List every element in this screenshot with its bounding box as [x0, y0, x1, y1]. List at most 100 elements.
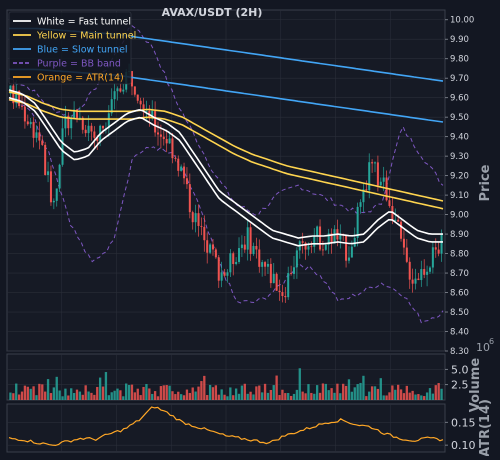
price-tick-label: 9.10	[450, 191, 469, 201]
candle-body	[130, 71, 133, 87]
volume-bar	[119, 390, 122, 400]
volume-bar	[330, 388, 333, 400]
volume-bar	[98, 377, 102, 400]
legend-label: Blue = Slow tunnel	[37, 45, 128, 56]
volume-bar	[229, 387, 232, 400]
candle-body	[159, 134, 162, 137]
volume-bar	[423, 396, 426, 400]
candle-body	[90, 125, 93, 132]
candle-body	[136, 94, 139, 101]
main-tunnel-line-1	[8, 91, 444, 202]
volume-bar	[55, 376, 58, 400]
candle-body	[402, 238, 405, 248]
candle-body	[177, 158, 180, 171]
candle-body	[261, 262, 264, 267]
volume-bar	[90, 392, 93, 400]
candle-body	[107, 113, 110, 129]
volume-bar	[174, 394, 177, 400]
volume-bar	[58, 390, 61, 400]
volume-bar	[388, 392, 391, 400]
volume-bar	[425, 392, 429, 400]
price-tick-label: 10.00	[450, 16, 474, 26]
candle-body	[84, 129, 87, 134]
candle-body	[345, 235, 348, 261]
price-tick-label: 8.90	[450, 230, 469, 240]
candle-body	[272, 273, 275, 284]
candle-body	[191, 212, 194, 223]
volume-bar	[414, 394, 417, 400]
candle-body	[44, 144, 47, 175]
candle-body	[400, 221, 403, 239]
candle-body	[52, 200, 55, 203]
price-tick-label: 9.00	[450, 211, 469, 221]
candle-body	[353, 237, 356, 247]
candle-body	[70, 118, 73, 129]
volume-bar	[125, 383, 128, 400]
volume-bar	[292, 393, 296, 400]
candle-body	[316, 226, 319, 236]
volume-bar	[23, 385, 27, 400]
candle-body	[423, 269, 426, 275]
volume-bar	[203, 375, 206, 400]
volume-bar	[255, 386, 258, 400]
candle-body	[217, 257, 220, 281]
atr-axis-label: ATR(14)	[478, 399, 493, 456]
candle-body	[232, 253, 235, 265]
candle-body	[194, 213, 197, 223]
candle-body	[440, 233, 443, 254]
volume-bar	[269, 389, 273, 400]
candle-body	[154, 110, 157, 133]
candle-body	[23, 106, 26, 122]
volume-bar	[110, 392, 113, 400]
candle-body	[264, 262, 267, 267]
volume-bar	[396, 384, 400, 400]
volume-bar	[365, 396, 368, 400]
volume-bar	[272, 385, 275, 400]
candle-body	[347, 257, 350, 261]
candle-body	[411, 279, 414, 284]
volume-bar	[72, 393, 76, 400]
volume-bar	[298, 368, 301, 400]
volume-bar	[440, 388, 443, 400]
price-tick-label: 9.90	[450, 35, 469, 45]
candle-body	[32, 121, 35, 138]
volume-bar	[64, 388, 67, 400]
candle-body	[324, 244, 327, 250]
volume-bar	[46, 379, 50, 400]
volume-bar	[142, 386, 145, 400]
candle-body	[29, 121, 32, 125]
candle-body	[93, 131, 96, 138]
volume-bar	[165, 385, 168, 400]
candle-body	[431, 247, 434, 268]
volume-bar	[151, 393, 154, 400]
volume-bar	[359, 382, 362, 400]
candle-body	[319, 226, 322, 250]
volume-bar	[206, 395, 209, 400]
volume-bar	[208, 384, 212, 400]
candle-body	[81, 117, 84, 130]
volume-scale-exponent: 6	[489, 337, 494, 346]
candle-body	[21, 106, 24, 107]
candle-body	[58, 164, 61, 189]
volume-bar	[356, 384, 359, 400]
candle-body	[339, 233, 342, 240]
volume-bar	[200, 381, 203, 400]
volume-bar	[116, 388, 119, 400]
volume-bar	[104, 372, 108, 400]
atr-tick-label: 0.15	[451, 416, 476, 429]
volume-bar	[75, 389, 79, 400]
volume-bar	[350, 391, 354, 400]
candle-body	[290, 273, 293, 274]
volume-bar	[211, 387, 215, 400]
price-tick-label: 9.20	[450, 172, 469, 182]
volume-bar	[38, 383, 41, 400]
volume-bar	[17, 394, 21, 400]
volume-bar	[428, 388, 432, 400]
price-tick-label: 8.40	[450, 328, 469, 338]
volume-bar	[281, 389, 284, 400]
volume-bar	[159, 386, 163, 400]
volume-bar	[139, 395, 142, 400]
volume-bar	[287, 392, 290, 400]
candle-body	[417, 278, 420, 281]
volume-bar	[399, 389, 403, 400]
